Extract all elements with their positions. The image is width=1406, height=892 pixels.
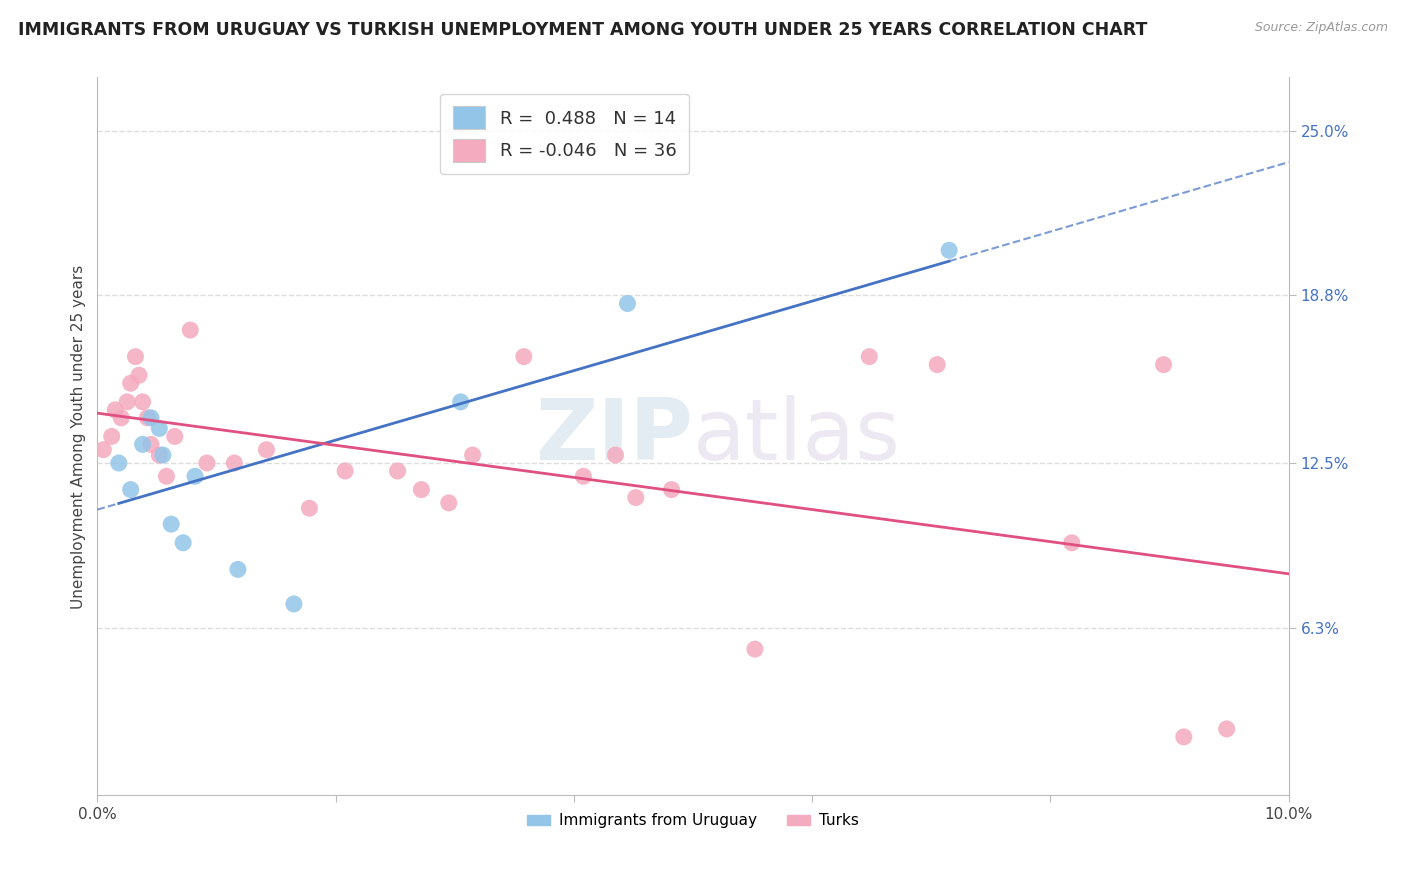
Point xyxy=(624,491,647,505)
Point xyxy=(115,395,138,409)
Point xyxy=(91,442,114,457)
Point xyxy=(572,469,595,483)
Point xyxy=(179,323,201,337)
Text: Source: ZipAtlas.com: Source: ZipAtlas.com xyxy=(1254,21,1388,34)
Point xyxy=(226,562,249,576)
Point xyxy=(160,517,183,532)
Point xyxy=(120,376,142,391)
Point xyxy=(1153,358,1175,372)
Point xyxy=(661,483,683,497)
Point xyxy=(104,402,127,417)
Point xyxy=(437,496,460,510)
Point xyxy=(124,350,146,364)
Point xyxy=(224,456,246,470)
Point xyxy=(450,395,472,409)
Legend: Immigrants from Uruguay, Turks: Immigrants from Uruguay, Turks xyxy=(520,807,866,834)
Point xyxy=(616,296,638,310)
Point xyxy=(131,437,153,451)
Point xyxy=(148,448,170,462)
Point xyxy=(461,448,484,462)
Text: ZIP: ZIP xyxy=(536,395,693,478)
Point xyxy=(605,448,627,462)
Point xyxy=(283,597,305,611)
Point xyxy=(858,350,880,364)
Point xyxy=(148,421,170,435)
Point xyxy=(298,501,321,516)
Point xyxy=(139,410,162,425)
Point xyxy=(131,395,153,409)
Point xyxy=(184,469,207,483)
Point xyxy=(1173,730,1195,744)
Text: atlas: atlas xyxy=(693,395,901,478)
Point xyxy=(256,442,278,457)
Point xyxy=(744,642,766,657)
Point xyxy=(1060,535,1083,549)
Point xyxy=(411,483,433,497)
Y-axis label: Unemployment Among Youth under 25 years: Unemployment Among Youth under 25 years xyxy=(72,264,86,608)
Point xyxy=(333,464,356,478)
Point xyxy=(163,429,186,443)
Text: IMMIGRANTS FROM URUGUAY VS TURKISH UNEMPLOYMENT AMONG YOUTH UNDER 25 YEARS CORRE: IMMIGRANTS FROM URUGUAY VS TURKISH UNEMP… xyxy=(18,21,1147,38)
Point xyxy=(927,358,949,372)
Point xyxy=(139,437,162,451)
Point xyxy=(1215,722,1237,736)
Point xyxy=(513,350,536,364)
Point xyxy=(128,368,150,383)
Point xyxy=(110,410,132,425)
Point xyxy=(152,448,174,462)
Point xyxy=(195,456,218,470)
Point xyxy=(938,244,960,258)
Point xyxy=(172,535,194,549)
Point xyxy=(107,456,129,470)
Point xyxy=(155,469,177,483)
Point xyxy=(120,483,142,497)
Point xyxy=(136,410,159,425)
Point xyxy=(100,429,122,443)
Point xyxy=(387,464,409,478)
